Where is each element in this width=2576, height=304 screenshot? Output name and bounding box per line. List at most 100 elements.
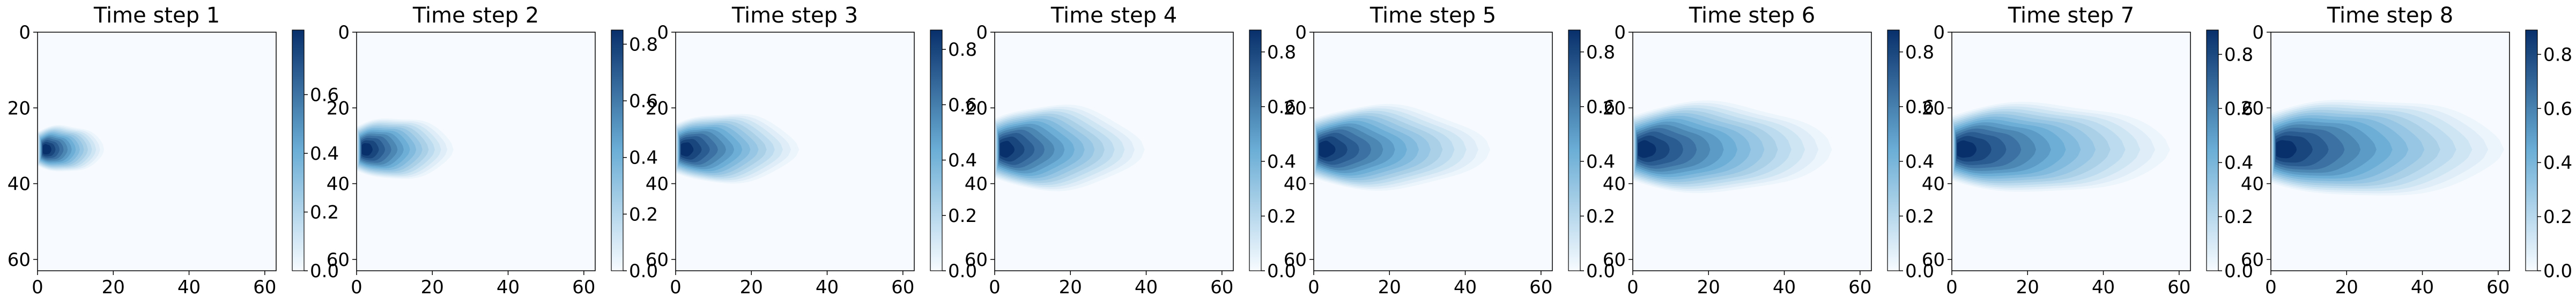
x-tick-label: 60 <box>891 277 914 298</box>
y-tick-label: 60 <box>965 249 988 271</box>
axes-frame <box>1951 32 2191 271</box>
contour-level <box>1000 140 1015 158</box>
x-tick-label: 40 <box>1454 277 1477 298</box>
x-tick-label: 20 <box>421 277 444 298</box>
colorbar <box>1568 29 1581 271</box>
colorbar-tick-label: 0.8 <box>1586 42 1615 63</box>
contour-level <box>42 144 51 154</box>
colorbar-tick-label: 0.4 <box>1267 151 1296 173</box>
colorbar-tick-label: 0.0 <box>948 261 977 282</box>
colorbar-tick-label: 0.6 <box>1586 97 1615 118</box>
axes-frame <box>994 32 1234 271</box>
y-tick-label: 40 <box>646 174 669 195</box>
y-tick-label: 0 <box>976 22 988 43</box>
colorbar-tick-label: 0.2 <box>948 205 977 227</box>
heatmap-field <box>357 118 454 179</box>
colorbar-tick-label: 0.4 <box>2224 152 2253 174</box>
x-tick-label: 0 <box>1308 277 1320 298</box>
colorbar-tick-label: 0.8 <box>1267 42 1296 63</box>
contour-level <box>1319 140 1336 158</box>
y-tick-label: 60 <box>1284 249 1307 271</box>
colorbar-tick-label: 0.0 <box>310 261 339 282</box>
contour-level <box>1957 140 1977 158</box>
y-tick-label: 60 <box>646 249 669 271</box>
colorbar-tick-label: 0.8 <box>2543 44 2572 65</box>
x-tick-label: 40 <box>497 277 520 298</box>
y-tick-label: 40 <box>965 174 988 195</box>
colorbar <box>292 29 305 271</box>
y-tick-label: 20 <box>327 98 350 119</box>
heatmap-field <box>38 125 105 172</box>
colorbar-tick-label: 0.8 <box>1905 42 1934 63</box>
colorbar-tick-label: 0.0 <box>2543 261 2572 282</box>
colorbar-tick-label: 0.0 <box>1586 261 1615 282</box>
y-tick-label: 0 <box>1295 22 1307 43</box>
colorbar-tick-label: 0.4 <box>629 147 658 169</box>
axes-frame <box>37 32 277 271</box>
colorbar-tick-label: 0.2 <box>310 202 339 223</box>
x-tick-label: 40 <box>1135 277 1158 298</box>
x-tick-label: 0 <box>670 277 682 298</box>
colorbar-tick-label: 0.0 <box>1905 261 1934 282</box>
x-tick-label: 0 <box>2265 277 2277 298</box>
y-tick-label: 20 <box>1922 98 1945 119</box>
colorbar-tick-label: 0.6 <box>310 84 339 106</box>
y-tick-label: 0 <box>1933 22 1945 43</box>
colorbar-tick-label: 0.6 <box>629 91 658 112</box>
colorbar-tick-label: 0.8 <box>948 39 977 61</box>
y-tick-label: 20 <box>1284 98 1307 119</box>
colorbar-tick-label: 0.0 <box>2224 261 2253 282</box>
panel-title: Time step 5 <box>1370 3 1496 28</box>
x-tick-label: 20 <box>1378 277 1401 298</box>
x-tick-label: 60 <box>572 277 595 298</box>
x-tick-label: 60 <box>2167 277 2190 298</box>
x-tick-label: 40 <box>177 277 201 298</box>
heatmap-field <box>676 114 800 184</box>
contour-level <box>1638 140 1656 158</box>
heatmap-field <box>995 105 1145 191</box>
x-tick-label: 0 <box>1946 277 1958 298</box>
heatmap-field <box>1314 103 1491 191</box>
contour-level <box>680 142 694 157</box>
x-tick-label: 0 <box>351 277 362 298</box>
colorbar-tick-label: 0.2 <box>629 204 658 225</box>
colorbar-tick-label: 0.2 <box>2543 206 2572 228</box>
x-tick-label: 0 <box>989 277 1001 298</box>
y-tick-label: 0 <box>657 22 669 43</box>
y-tick-label: 60 <box>1922 249 1945 271</box>
axes-frame <box>675 32 915 271</box>
colorbar <box>2206 29 2219 271</box>
x-tick-label: 20 <box>2016 277 2039 298</box>
colorbar-tick-label: 0.8 <box>2224 44 2253 65</box>
x-tick-label: 40 <box>816 277 839 298</box>
x-tick-label: 20 <box>2335 277 2358 298</box>
panel-title: Time step 2 <box>412 3 539 28</box>
y-tick-label: 0 <box>2252 22 2264 43</box>
y-tick-label: 0 <box>19 22 31 43</box>
y-tick-label: 0 <box>338 22 350 43</box>
y-tick-label: 40 <box>327 174 350 195</box>
colorbar-tick-label: 0.6 <box>2224 98 2253 120</box>
y-tick-label: 0 <box>1614 22 1626 43</box>
colorbar-tick-label: 0.6 <box>2543 98 2572 120</box>
panel-title: Time step 4 <box>1050 3 1177 28</box>
colorbar-tick-label: 0.2 <box>1905 206 1934 227</box>
y-tick-label: 40 <box>2241 174 2264 195</box>
y-tick-label: 60 <box>2241 249 2264 271</box>
y-tick-label: 60 <box>327 249 350 271</box>
y-tick-label: 40 <box>1603 174 1626 195</box>
colorbar-tick-label: 0.0 <box>629 261 658 282</box>
x-tick-label: 40 <box>2092 277 2115 298</box>
colorbar-tick-label: 0.2 <box>1586 206 1615 227</box>
x-tick-label: 60 <box>1848 277 1871 298</box>
y-tick-label: 40 <box>8 174 31 195</box>
x-tick-label: 40 <box>1773 277 1796 298</box>
y-tick-label: 40 <box>1922 174 1945 195</box>
colorbar-tick-label: 0.4 <box>1586 151 1615 173</box>
axes-frame <box>356 32 596 271</box>
